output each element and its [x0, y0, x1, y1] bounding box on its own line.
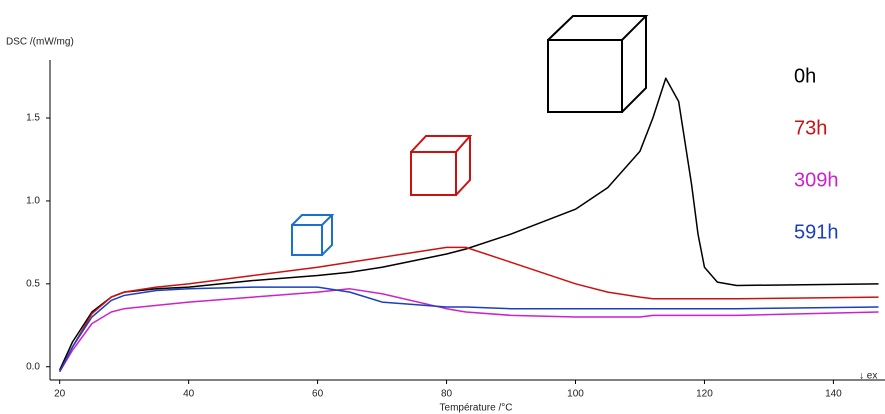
legend-entry: 73h	[794, 117, 827, 139]
legend-entry: 591h	[794, 221, 839, 243]
series-line	[59, 286, 879, 373]
y-tick-label: 0.5	[26, 278, 40, 289]
legend-entry: 309h	[794, 169, 839, 191]
series-line	[59, 288, 879, 373]
series-line	[59, 246, 879, 373]
x-tick-label: 20	[54, 389, 66, 400]
y-tick-label: 0.0	[26, 361, 40, 372]
cube-medium	[410, 135, 473, 196]
annotation: ↓ ex	[859, 371, 877, 382]
x-tick-label: 100	[567, 389, 584, 400]
x-tick-label: 80	[441, 389, 453, 400]
y-tick-label: 1.5	[26, 113, 40, 124]
y-axis-label: DSC /(mW/mg)	[6, 37, 74, 48]
x-tick-label: 140	[825, 389, 842, 400]
legend-entry: 0h	[794, 65, 816, 87]
cube-small	[291, 214, 335, 256]
x-tick-label: 120	[696, 389, 713, 400]
series-line	[58, 77, 879, 371]
x-tick-label: 60	[312, 389, 324, 400]
cubes	[291, 15, 649, 256]
x-axis-label: Température /°C	[440, 403, 513, 414]
y-tick-label: 1.0	[26, 196, 40, 207]
cube-large	[547, 15, 649, 113]
x-tick-label: 40	[183, 389, 195, 400]
